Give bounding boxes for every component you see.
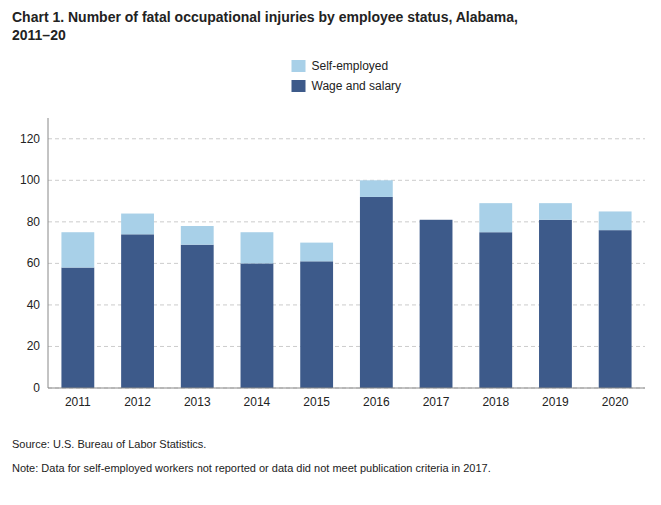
x-tick-label: 2018 [482, 395, 509, 409]
bar [121, 234, 154, 388]
x-tick-label: 2017 [423, 395, 450, 409]
grid-line [48, 388, 645, 389]
y-tick-label: 120 [20, 132, 40, 146]
bar [300, 261, 333, 388]
y-tick-label: 20 [27, 339, 41, 353]
x-tick-label: 2014 [244, 395, 271, 409]
x-tick-label: 2016 [363, 395, 390, 409]
legend-label: Wage and salary [312, 79, 402, 93]
chart: Chart 1. Number of fatal occupational in… [0, 0, 661, 505]
y-tick-label: 80 [27, 215, 41, 229]
annotation: Source: U.S. Bureau of Labor Statistics. [12, 438, 206, 450]
y-tick-label: 60 [27, 256, 41, 270]
x-axis-line [48, 388, 645, 389]
grid-line [48, 138, 645, 139]
bar [479, 232, 512, 388]
bar [599, 211, 632, 230]
bar [241, 232, 274, 263]
bar [539, 220, 572, 388]
legend-swatch [292, 80, 306, 92]
legend-label: Self-employed [312, 59, 389, 73]
bar [360, 180, 393, 197]
x-tick-label: 2020 [602, 395, 629, 409]
grid-line [48, 180, 645, 181]
x-tick-label: 2012 [124, 395, 151, 409]
title-line: 2011–20 [12, 27, 66, 43]
bar [420, 220, 453, 388]
y-tick-label: 100 [20, 173, 40, 187]
x-tick-label: 2011 [65, 395, 91, 409]
x-tick-label: 2019 [542, 395, 569, 409]
bar [360, 197, 393, 388]
bar [599, 230, 632, 388]
bar [241, 263, 274, 388]
y-axis-line [48, 118, 49, 388]
bar [181, 226, 214, 245]
title: Chart 1. Number of fatal occupational in… [12, 9, 518, 43]
bar [181, 245, 214, 388]
bar [121, 214, 154, 235]
bar [420, 219, 453, 220]
y-tick-label: 40 [27, 298, 41, 312]
bar [61, 232, 94, 267]
annotation: Note: Data for self-employed workers not… [12, 462, 491, 474]
grid [48, 139, 645, 388]
bar [539, 203, 572, 220]
legend: Self-employed Wage and salary [292, 59, 402, 93]
y-tick-label: 0 [33, 381, 40, 395]
title-line: Chart 1. Number of fatal occupational in… [12, 9, 518, 25]
legend-swatch [292, 60, 306, 72]
bar [300, 243, 333, 262]
x-tick-label: 2013 [184, 395, 211, 409]
x-tick-label: 2015 [303, 395, 330, 409]
bar [479, 203, 512, 232]
bar [61, 268, 94, 388]
